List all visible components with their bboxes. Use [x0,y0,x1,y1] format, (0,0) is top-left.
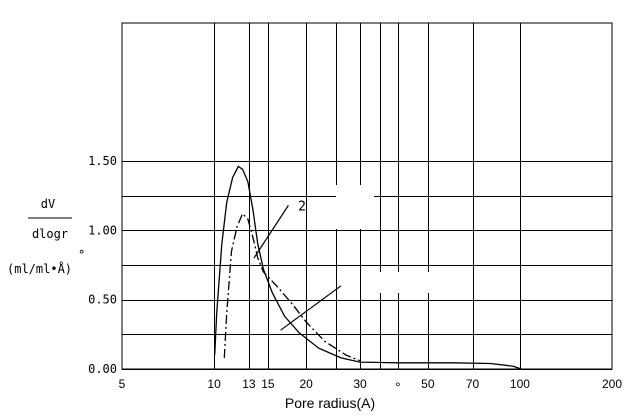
x-tick-label: 30 [353,377,367,391]
x-tick-label: 13 [242,377,256,391]
annotation-leader-1 [253,205,289,259]
x-tick-label: 5 [119,377,126,391]
y-tick-label: 1.00 [88,223,117,237]
annotations: 2 [253,199,342,331]
y-label-unit: (ml/ml•Å) [7,261,72,276]
annotation-leader-2 [280,285,342,331]
x-tick-label: 70 [466,377,480,391]
x-tick-label: 200 [602,377,622,391]
x-tick-label: 100 [510,377,530,391]
series-line-2 [223,212,361,362]
whiteout-patch-lower [367,272,434,293]
y-label-denominator: dlogr [32,227,68,241]
x-tick-label: 10 [207,377,221,391]
series-line-1 [214,165,522,370]
y-tick-label: 1.50 [88,154,117,168]
x-tick-label: 20 [299,377,313,391]
y-tick-labels: 0.00 0.50 1.00 1.50 [88,154,117,376]
series-lines [214,165,522,370]
x-tick-label: 15 [261,377,275,391]
y-label-unit-ring: ° [78,248,85,262]
x-tick-label: 50 [421,377,435,391]
x-tick-labels: 5 10 13 15 20 30 50 70 100 200 [119,377,623,391]
plot-frame [121,22,613,370]
x-label: Pore radius(A) [285,395,375,411]
y-tick-label: 0.00 [88,362,117,376]
y-tick-label: 0.50 [88,293,117,307]
y-label-numerator: dV [41,197,55,211]
x-label-ring: ° [395,379,401,395]
annotation-label: 2 [298,199,306,214]
whiteout-patch-upper [336,185,374,229]
